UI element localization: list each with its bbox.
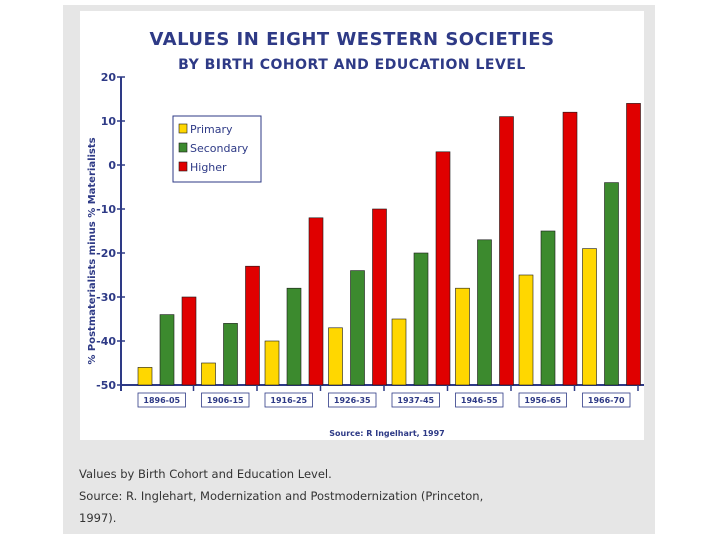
- x-tick-box: [328, 392, 377, 408]
- legend-label-primary: Primary: [190, 123, 233, 136]
- bar-higher-1896-05: [181, 296, 197, 386]
- plot-area: 20 10 0 -10 -20 -30 -40 -50 1896-05 1906-15 1916-2…: [96, 71, 644, 408]
- bar-secondary-1926-35: [350, 270, 365, 386]
- x-tick-box: [455, 392, 504, 408]
- x-tick-label: 1906-15: [207, 396, 244, 405]
- legend-swatch-primary: [178, 123, 188, 134]
- bar-higher-1946-55: [499, 116, 514, 386]
- bar-higher-1916-25: [308, 217, 324, 386]
- bar-secondary-1946-55: [477, 239, 492, 386]
- chart-panel: VALUES IN EIGHT WESTERN SOCIETIES BY BIR…: [80, 11, 644, 440]
- y-tick-label: 20: [101, 71, 117, 84]
- x-tick-box: [201, 392, 250, 408]
- figure-caption: Values by Birth Cohort and Education Lev…: [79, 463, 639, 529]
- legend: Primary Secondary Higher: [172, 115, 262, 183]
- caption-line-1: Values by Birth Cohort and Education Lev…: [79, 467, 332, 481]
- y-tick-label: 0: [108, 159, 116, 172]
- legend-label-secondary: Secondary: [190, 142, 249, 155]
- chart: VALUES IN EIGHT WESTERN SOCIETIES BY BIR…: [87, 29, 644, 438]
- y-tick-label: -40: [96, 335, 116, 348]
- bar-secondary-1896-05: [159, 314, 175, 386]
- x-tick-box: [582, 392, 631, 408]
- bar-primary-1956-65: [518, 274, 534, 386]
- bar-higher-1956-65: [562, 111, 578, 386]
- x-tick-box: [391, 392, 440, 408]
- y-tick-label: -10: [96, 203, 116, 216]
- legend-box: [172, 115, 262, 183]
- x-tick-label: 1946-55: [461, 396, 498, 405]
- x-tick-label: 1966-70: [588, 396, 625, 405]
- chart-subtitle: BY BIRTH COHORT AND EDUCATION LEVEL: [178, 57, 526, 73]
- y-axis-label: % Postmaterialists minus % Materialists: [87, 137, 98, 364]
- bar-primary-1937-45: [391, 318, 407, 386]
- x-tick-label: 1937-45: [397, 396, 434, 405]
- bar-secondary-1906-15: [223, 323, 238, 386]
- y-tick-label: -50: [96, 379, 116, 392]
- chart-source: Source: R Ingelhart, 1997: [329, 429, 445, 438]
- legend-swatch-secondary: [178, 142, 188, 153]
- x-tick-box: [137, 392, 186, 408]
- bar-primary-1906-15: [201, 362, 216, 386]
- bar-secondary-1916-25: [286, 287, 302, 386]
- bar-higher-1937-45: [435, 151, 451, 386]
- x-tick-box: [264, 392, 313, 408]
- bar-secondary-1966-70: [604, 182, 619, 386]
- bar-higher-1906-15: [245, 265, 260, 386]
- bar-higher-1926-35: [372, 208, 387, 386]
- bar-primary-1916-25: [264, 340, 280, 386]
- chart-title: VALUES IN EIGHT WESTERN SOCIETIES: [149, 29, 554, 50]
- x-tick-label: 1916-25: [270, 396, 307, 405]
- bar-primary-1946-55: [455, 287, 470, 386]
- legend-swatch-higher: [178, 161, 188, 172]
- bar-primary-1926-35: [328, 327, 343, 386]
- bar-higher-1966-70: [626, 103, 641, 386]
- y-tick-label: 10: [101, 115, 117, 128]
- bar-secondary-1937-45: [413, 252, 429, 386]
- caption-line-3: 1997).: [79, 511, 117, 525]
- x-tick-label: 1956-65: [524, 396, 561, 405]
- bar-primary-1896-05: [137, 367, 153, 386]
- y-tick-label: -30: [96, 291, 116, 304]
- caption-line-2: Source: R. Inglehart, Modernization and …: [79, 489, 484, 503]
- y-tick-label: -20: [96, 247, 116, 260]
- x-tick-label: 1926-35: [334, 396, 371, 405]
- bar-secondary-1956-65: [540, 230, 556, 386]
- bar-primary-1966-70: [582, 248, 597, 386]
- x-tick-box: [518, 392, 567, 408]
- x-tick-label: 1896-05: [143, 396, 180, 405]
- legend-label-higher: Higher: [190, 161, 227, 174]
